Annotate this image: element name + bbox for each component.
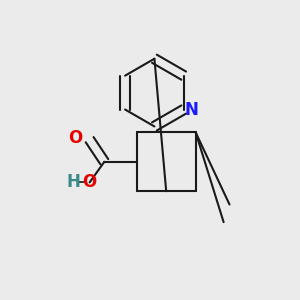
- Text: O: O: [68, 129, 82, 147]
- Text: O: O: [82, 173, 97, 191]
- Text: H: H: [67, 173, 80, 191]
- Text: N: N: [184, 100, 198, 118]
